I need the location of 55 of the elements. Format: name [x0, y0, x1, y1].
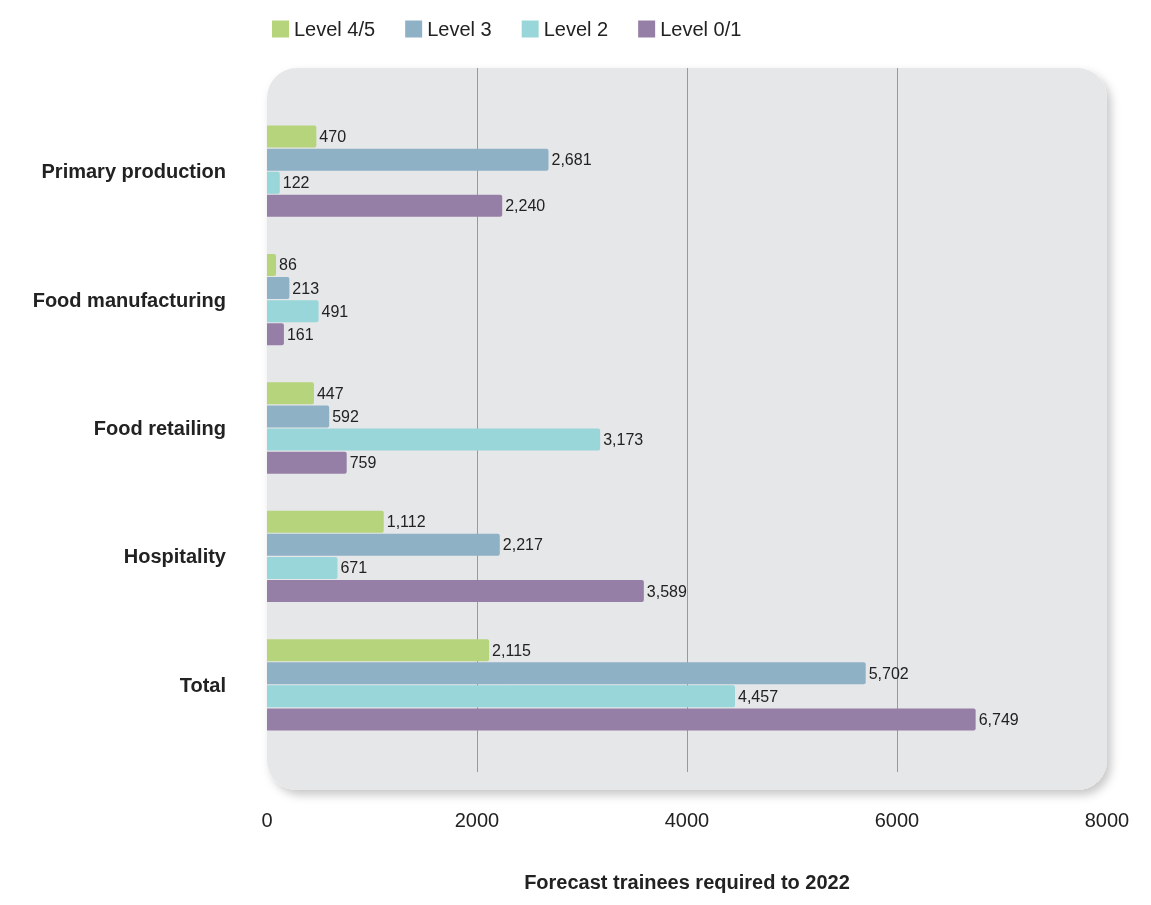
bar: [267, 533, 500, 556]
data-label: 2,115: [492, 641, 532, 659]
bar: [267, 300, 319, 323]
bar: [267, 323, 284, 346]
y-tick-label: Total: [179, 673, 226, 696]
bar: [267, 580, 644, 603]
bar: [267, 510, 384, 533]
bar: [267, 451, 347, 474]
x-tick-label: 6000: [874, 809, 920, 831]
x-axis-title: Forecast trainees required to 2022: [524, 871, 850, 893]
data-label: 2,681: [551, 151, 592, 169]
x-tick-label: 4000: [664, 809, 710, 831]
bar: [267, 708, 976, 731]
data-label: 3,173: [603, 431, 644, 449]
bar: [267, 639, 490, 662]
data-label: 759: [349, 454, 377, 472]
legend-label: Level 4/5: [294, 18, 376, 40]
bar: [267, 277, 290, 300]
x-tick-label: 2000: [454, 809, 500, 831]
y-tick-label: Food retailing: [93, 417, 226, 439]
data-label: 5,702: [868, 664, 909, 682]
bar: [267, 253, 277, 276]
legend-label: Level 0/1: [660, 18, 742, 40]
x-tick-label: 8000: [1084, 809, 1130, 831]
bar: [267, 171, 280, 194]
bar: [267, 148, 549, 171]
data-label: 2,240: [505, 197, 546, 215]
y-tick-label: Hospitality: [123, 545, 227, 568]
y-tick-label: Food manufacturing: [32, 288, 226, 311]
data-label: 161: [286, 325, 314, 343]
x-tick-label: 0: [261, 809, 273, 831]
data-label: 4,457: [737, 687, 779, 705]
data-label: 3,589: [646, 582, 687, 600]
data-label: 491: [321, 302, 349, 320]
data-label: 470: [319, 128, 347, 146]
bar: [267, 685, 735, 708]
data-label: 592: [332, 407, 359, 425]
data-label: 671: [340, 559, 368, 577]
bar: [267, 382, 314, 405]
bar: [267, 428, 601, 451]
data-label: 86: [279, 256, 297, 274]
bar: [267, 662, 866, 685]
legend-label: Level 2: [543, 18, 609, 40]
bar: [267, 556, 338, 579]
legend-label: Level 3: [427, 18, 492, 40]
data-label: 213: [292, 279, 320, 297]
bar: [267, 405, 330, 428]
data-label: 122: [282, 174, 310, 192]
y-tick-label: Primary production: [41, 160, 226, 183]
data-label: 6,749: [978, 710, 1019, 728]
bar: [267, 194, 503, 217]
bar: [267, 125, 317, 148]
data-label: 1,112: [386, 513, 426, 531]
data-label: 447: [316, 384, 344, 402]
data-label: 2,217: [502, 536, 543, 554]
